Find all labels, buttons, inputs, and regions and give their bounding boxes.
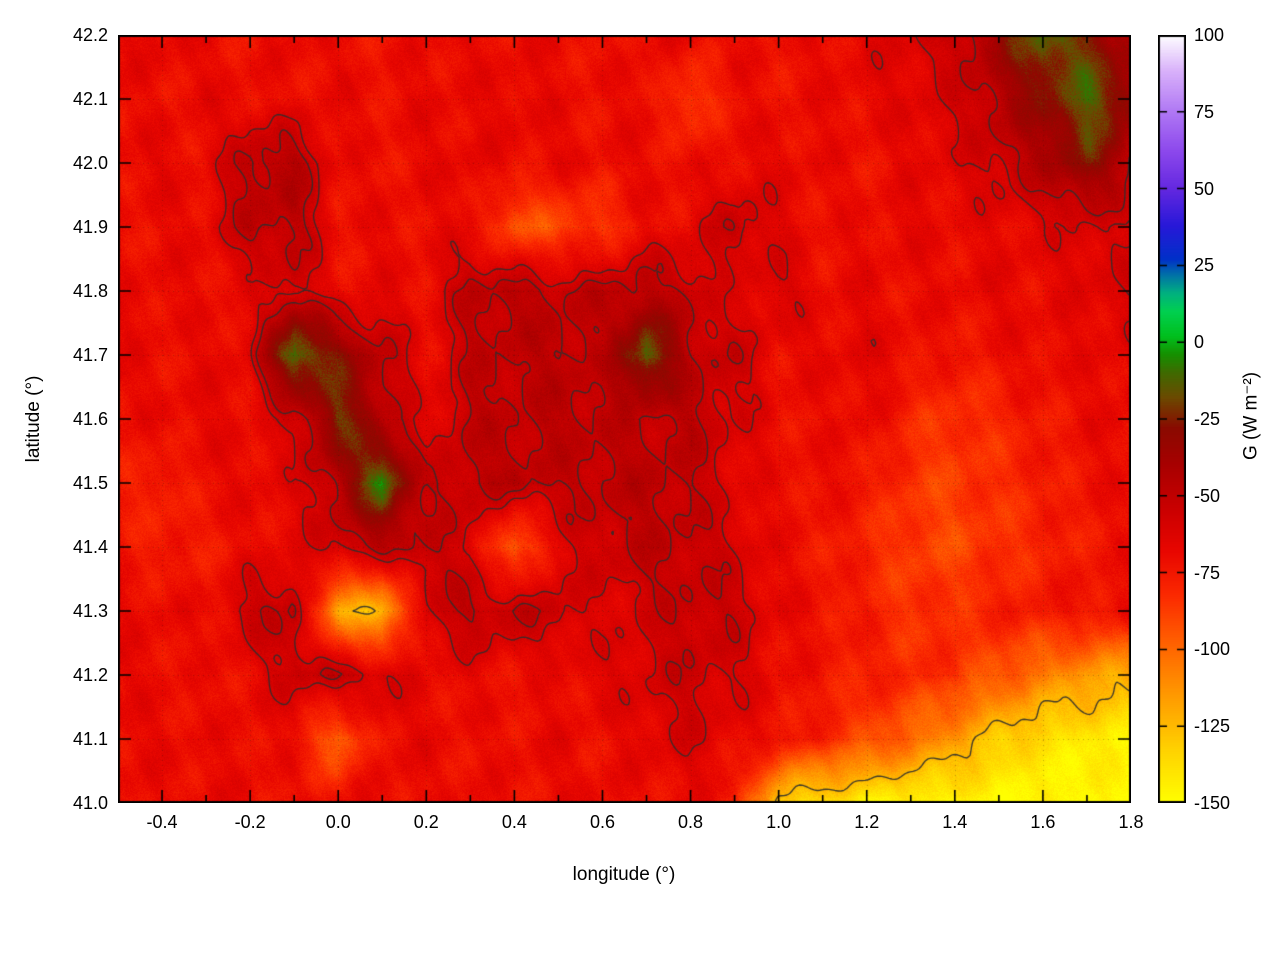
colorbar-tick-label: -75: [1194, 562, 1221, 583]
y-tick-label: 41.8: [72, 281, 108, 301]
colorbar-tick-label: -25: [1194, 409, 1221, 429]
colorbar-tick-label: -125: [1194, 716, 1231, 737]
y-tick-label: 42.1: [72, 89, 108, 109]
colorbar-tick-label: 50: [1194, 178, 1215, 199]
x-tick-label: 0.6: [589, 812, 615, 832]
x-tick-label: 0.4: [501, 812, 527, 832]
x-tick-label: 1.2: [854, 812, 880, 832]
colorbar-tick-label: -150: [1194, 793, 1231, 813]
y-tick-label: 41.5: [72, 473, 108, 493]
x-tick-label: -0.2: [234, 812, 266, 832]
colorbar-tick-label: 25: [1194, 255, 1215, 276]
y-tick-label: 41.9: [72, 217, 108, 237]
x-tick-label: 1.6: [1030, 812, 1056, 832]
y-tick-label: 41.3: [72, 601, 108, 621]
colorbar-canvas: [1158, 35, 1186, 803]
y-tick-label: 42.2: [72, 25, 108, 45]
y-tick-label: 41.7: [72, 345, 108, 365]
colorbar-tick-label: 100: [1194, 25, 1225, 45]
colorbar-title: G (W m⁻²): [1240, 371, 1262, 461]
x-tick-label: 1.8: [1118, 812, 1144, 832]
x-tick-label: 1.0: [766, 812, 792, 832]
y-axis-title: latitude (°): [23, 375, 44, 463]
heatmap-canvas: [118, 35, 1131, 803]
y-tick-label: 41.6: [72, 409, 108, 429]
y-tick-label: 41.4: [72, 537, 108, 557]
colorbar-tick-label: 75: [1194, 101, 1215, 122]
y-tick-label: 41.2: [72, 665, 108, 685]
x-tick-label: 0.0: [325, 812, 351, 832]
x-tick-label: -0.4: [146, 812, 178, 832]
y-tick-label: 41.0: [72, 793, 108, 813]
y-tick-label: 41.1: [72, 729, 108, 749]
x-tick-label: 1.4: [942, 812, 968, 832]
colorbar-tick-label: -100: [1194, 639, 1231, 660]
x-tick-label: 0.2: [413, 812, 439, 832]
x-axis-title: longitude (°): [572, 864, 676, 885]
colorbar-tick-label: -50: [1194, 485, 1221, 506]
x-tick-label: 0.8: [678, 812, 704, 832]
y-tick-label: 42.0: [72, 153, 108, 173]
colorbar-tick-label: 0: [1194, 332, 1205, 353]
